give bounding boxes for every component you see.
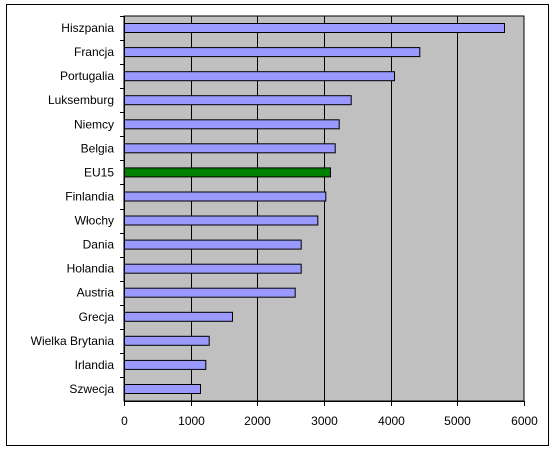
x-tick-label: 2000 [244, 414, 271, 428]
bar-irlandia [124, 359, 207, 370]
category-label: Holandia [67, 262, 115, 276]
bar-belgia [124, 143, 336, 154]
bar-niemcy [124, 119, 340, 130]
category-label: Wielka Brytania [31, 334, 115, 348]
bar-grecja [124, 311, 233, 322]
category-label: Portugalia [60, 69, 114, 83]
bar-holandia [124, 263, 302, 274]
x-tick-label: 1000 [178, 414, 205, 428]
category-label: Włochy [75, 214, 114, 228]
category-label: Szwecja [69, 382, 114, 396]
category-label: Luksemburg [48, 93, 114, 107]
x-tick-label: 5000 [444, 414, 471, 428]
category-label: Dania [83, 238, 115, 252]
bar-dania [124, 239, 302, 250]
bar-hiszpania [124, 23, 505, 33]
bar-finlandia [124, 191, 327, 202]
x-tick-label: 0 [121, 414, 128, 428]
bar-wielka-brytania [124, 335, 210, 346]
category-label: Austria [77, 286, 115, 300]
x-tick-label: 6000 [511, 414, 538, 428]
category-label: Grecja [79, 310, 115, 324]
x-tick-label: 4000 [378, 414, 405, 428]
x-axis: 0 1000 2000 3000 4000 5000 6000 [121, 401, 538, 428]
category-label: Irlandia [75, 358, 115, 372]
category-label: EU15 [84, 165, 114, 179]
category-label: Francja [74, 45, 114, 59]
category-label: Niemcy [74, 117, 114, 131]
category-label: Finlandia [65, 190, 114, 204]
bar-eu15 [124, 167, 331, 178]
bar-szwecja [124, 384, 201, 394]
category-label: Hiszpania [61, 21, 114, 35]
category-label: Belgia [81, 141, 115, 155]
y-axis: Hiszpania Francja Portugalia Luksemburg Niem… [31, 16, 125, 405]
bar-włochy [124, 215, 319, 226]
bar-austria [124, 287, 296, 298]
x-tick-label: 3000 [311, 414, 338, 428]
bar-luksemburg [124, 95, 352, 106]
bars [124, 23, 505, 394]
bar-portugalia [124, 71, 395, 82]
bar-francja [124, 47, 421, 58]
